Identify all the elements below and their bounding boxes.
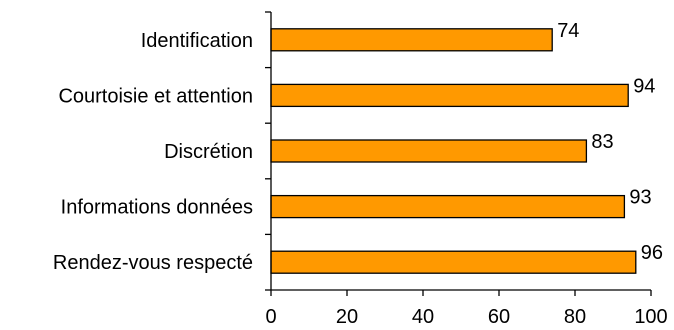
category-label: Identification (141, 30, 253, 52)
bar-5 (270, 250, 637, 274)
data-label: 96 (641, 242, 663, 264)
data-label: 83 (591, 131, 613, 153)
bar-4 (270, 194, 626, 219)
x-tick-label: 0 (265, 306, 276, 328)
labels-layer: Identification 74 Courtoisie et attention 9… (53, 20, 668, 328)
category-label: Rendez-vous respecté (53, 252, 253, 274)
x-tick-label: 60 (488, 306, 510, 328)
x-tick-label: 100 (634, 306, 667, 328)
data-label: 94 (633, 75, 655, 97)
axes-layer (265, 11, 652, 296)
bar-2 (270, 83, 629, 108)
bars-layer (270, 28, 637, 274)
data-label: 93 (629, 187, 651, 209)
x-tick-label: 40 (412, 306, 434, 328)
x-tick-label: 80 (564, 306, 586, 328)
category-label: Courtoisie et attention (58, 85, 253, 107)
category-label: Informations données (61, 197, 253, 219)
category-label: Discrétion (164, 141, 253, 163)
x-tick-label: 20 (336, 306, 358, 328)
bar-3 (270, 139, 588, 163)
bar-1 (270, 28, 553, 52)
data-label: 74 (557, 20, 579, 42)
